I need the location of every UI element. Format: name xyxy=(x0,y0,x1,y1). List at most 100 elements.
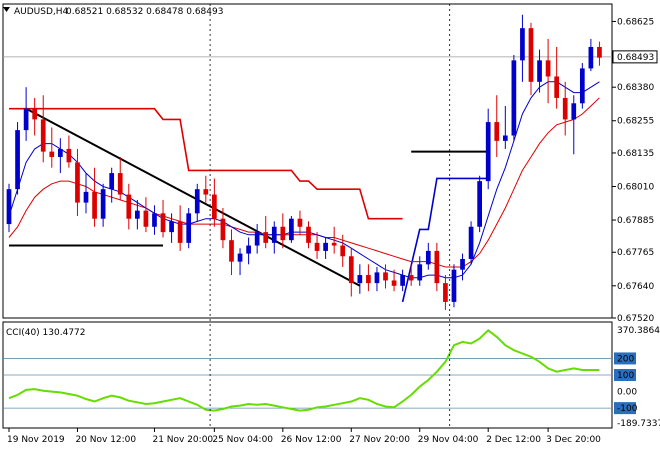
cci-level-badge xyxy=(614,369,636,381)
collapse-triangle-icon[interactable] xyxy=(3,7,10,12)
candle-body xyxy=(126,194,132,219)
candle-body xyxy=(289,218,294,241)
candle-body xyxy=(366,275,371,284)
candle xyxy=(100,183,106,227)
candle-body xyxy=(83,191,89,203)
candle-body xyxy=(306,226,311,243)
candle-body xyxy=(408,275,414,281)
candle-body xyxy=(314,242,320,251)
candle-body xyxy=(477,181,482,227)
candle xyxy=(49,127,55,168)
candle-body xyxy=(186,213,192,243)
candle xyxy=(537,49,542,93)
candle-body xyxy=(109,173,115,190)
price-tick-label: 0.68010 xyxy=(617,182,654,192)
candle-body xyxy=(160,213,166,233)
time-tick-label: 29 Nov 04:00 xyxy=(418,435,479,445)
candle-body xyxy=(502,135,508,141)
candle-body xyxy=(23,108,29,131)
candle xyxy=(92,167,97,227)
candle-body xyxy=(229,240,234,262)
price-panel: 0.68625 0.68493 0.68380 0.68255 0.68135 0.680… xyxy=(2,3,658,324)
price-tick-label: 0.67765 xyxy=(617,248,654,258)
candle xyxy=(571,95,577,155)
time-axis: 19 Nov 2019 20 Nov 12:00 21 Nov 20:00 25 No… xyxy=(7,428,601,445)
candle xyxy=(331,226,337,254)
candle xyxy=(545,38,551,104)
candle xyxy=(511,54,517,141)
candle xyxy=(271,221,277,254)
candle-body xyxy=(246,245,251,254)
candle-body xyxy=(485,122,491,182)
candle xyxy=(160,199,166,238)
candle-body xyxy=(537,60,542,82)
time-tick-label: 26 Nov 12:00 xyxy=(281,435,342,445)
candle xyxy=(212,178,217,227)
candle-body xyxy=(451,269,457,302)
price-tick-label: 0.67640 xyxy=(617,282,654,292)
candle-body xyxy=(579,68,585,104)
candle-body xyxy=(460,258,465,270)
candle xyxy=(443,275,448,310)
candle-body xyxy=(331,242,337,246)
cci-header: CCI(40) 130.4772 xyxy=(6,328,86,338)
candle xyxy=(494,95,500,157)
candle xyxy=(23,87,29,141)
candle xyxy=(40,95,46,163)
candle xyxy=(554,46,560,109)
candle-body xyxy=(15,130,20,190)
current-price-label: 0.68493 xyxy=(617,53,654,63)
cci-tick-label: -189.7337 xyxy=(617,419,660,429)
candle xyxy=(109,167,115,203)
candle-body xyxy=(177,221,183,243)
kijun-line xyxy=(9,107,403,220)
candle-body xyxy=(383,272,388,281)
candle-body xyxy=(203,189,209,195)
candle-body xyxy=(75,162,80,203)
candle xyxy=(374,267,380,292)
ohlc-values: 0.68521 0.68532 0.68478 0.68493 xyxy=(66,7,223,17)
candle-body xyxy=(417,264,423,281)
cci-tick-label: -100 xyxy=(617,404,638,414)
candle-body xyxy=(425,250,431,265)
ma-slow-line xyxy=(8,97,600,268)
time-tick-label: 3 Dec 20:00 xyxy=(546,435,601,445)
candle xyxy=(126,183,132,230)
current-price-box xyxy=(612,50,658,64)
candle-body xyxy=(117,173,123,195)
candle xyxy=(246,237,251,265)
candle-body xyxy=(135,210,140,219)
candle-body xyxy=(152,213,157,227)
candle xyxy=(306,221,311,249)
candle-body xyxy=(143,210,149,227)
candle-body xyxy=(588,46,594,69)
cci-panel: 370.3864 200 100 0.00 -100 -189.7337 xyxy=(2,321,660,429)
candle-body xyxy=(348,256,354,284)
candle-body xyxy=(66,148,72,163)
candle xyxy=(169,213,174,243)
candle-body xyxy=(520,28,525,61)
candle xyxy=(340,234,346,268)
time-tick-label: 20 Nov 12:00 xyxy=(75,435,136,445)
candle-body xyxy=(194,189,200,214)
candle-body xyxy=(100,189,106,219)
candle xyxy=(314,232,320,259)
candle xyxy=(597,41,602,66)
price-tick-label: 0.67520 xyxy=(617,314,654,324)
candle xyxy=(400,269,405,292)
candle xyxy=(348,248,354,297)
cci-tick-label: 0.00 xyxy=(617,388,637,398)
price-tick-label: 0.68135 xyxy=(617,149,654,159)
candle-body xyxy=(391,280,397,286)
candle xyxy=(203,175,209,203)
ma-fast-line xyxy=(8,81,600,279)
cci-level-badge xyxy=(614,352,636,365)
candle-body xyxy=(254,232,260,246)
cci-line xyxy=(8,328,600,412)
candle-body xyxy=(554,76,560,98)
candle xyxy=(66,135,72,168)
candle xyxy=(135,199,140,230)
time-tick-label: 19 Nov 2019 xyxy=(7,435,65,445)
